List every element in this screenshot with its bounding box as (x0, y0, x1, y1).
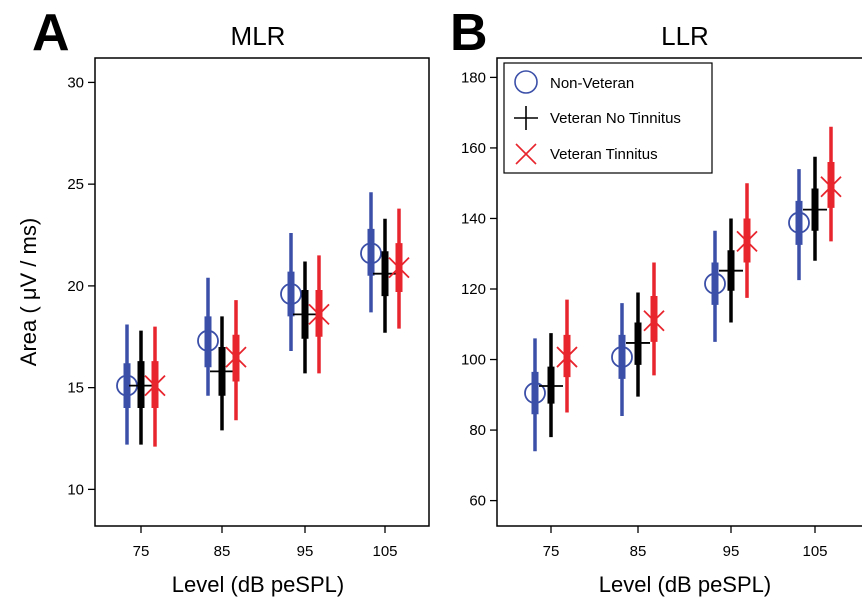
legend-box (503, 62, 713, 174)
non-veteran-point (704, 272, 726, 295)
veteran-no-tinnitus-point (803, 197, 827, 222)
y-tick-label: 60 (469, 493, 486, 510)
panel-letter-b: B (450, 4, 488, 62)
legend-label-veteran-tinnitus: Veteran Tinnitus (550, 146, 658, 163)
non-veteran-point (280, 283, 302, 305)
y-tick-label: 100 (461, 352, 486, 369)
x-b (144, 374, 166, 397)
non-veteran-point (788, 211, 810, 234)
panel-a-xlabel: Level (dB peSPL) (172, 572, 344, 597)
x-tick-label: 75 (543, 543, 560, 560)
y-tick-label: 20 (67, 278, 84, 295)
legend-circle-marker (514, 70, 538, 94)
x-tick-label: 75 (133, 543, 150, 560)
veteran-tinnitus-point (225, 346, 247, 368)
x-tick-label: 105 (802, 543, 827, 560)
x-b (556, 346, 578, 368)
y-tick-label: 30 (67, 74, 84, 91)
non-veteran-point (360, 242, 382, 265)
panel-b-frame (496, 57, 862, 527)
y-tick-label: 160 (461, 140, 486, 157)
panel-b-plot: 60 80 100 120 140 160 180 75 85 95 105 (461, 69, 842, 560)
x-b (388, 256, 410, 279)
y-axis-label: Area ( μV / ms) (16, 218, 41, 366)
veteran-no-tinnitus-point (626, 330, 650, 355)
veteran-tinnitus-point (388, 256, 410, 279)
y-tick-label: 25 (67, 176, 84, 193)
veteran-no-tinnitus-point (539, 373, 563, 398)
panel-a-title: MLR (231, 21, 286, 51)
y-tick-label: 10 (67, 481, 84, 498)
veteran-tinnitus-point (556, 346, 578, 368)
legend-label-veteran-no-tinnitus: Veteran No Tinnitus (550, 110, 681, 127)
x-b (736, 230, 758, 253)
non-veteran-point (197, 329, 219, 352)
y-tick-label: 80 (469, 422, 486, 439)
panel-a-plot: 10 15 20 25 30 75 85 95 105 (67, 74, 410, 560)
x-b (820, 176, 842, 198)
panel-b-xlabel: Level (dB peSPL) (599, 572, 771, 597)
x-tick-label: 85 (214, 543, 231, 560)
x-b (225, 346, 247, 368)
x-tick-label: 105 (372, 543, 397, 560)
x-tick-label: 85 (630, 543, 647, 560)
x-tick-label: 95 (723, 543, 740, 560)
legend-item-non-veteran: Non-Veteran (514, 70, 634, 94)
non-veteran-point (524, 382, 546, 404)
veteran-no-tinnitus-point (293, 302, 317, 327)
x-b (308, 303, 330, 326)
veteran-tinnitus-point (820, 176, 842, 198)
legend-item-veteran-tinnitus: Veteran Tinnitus (515, 143, 658, 165)
panel-letter-a: A (32, 4, 70, 62)
veteran-no-tinnitus-point (719, 258, 743, 283)
y-tick-label: 120 (461, 281, 486, 298)
legend: Non-Veteran Veteran No Tinnitus Veteran … (503, 62, 713, 174)
legend-label-non-veteran: Non-Veteran (550, 75, 634, 92)
veteran-no-tinnitus-point (210, 359, 234, 384)
x-tick-label: 95 (297, 543, 314, 560)
veteran-tinnitus-point (308, 303, 330, 326)
y-tick-label: 140 (461, 210, 486, 227)
panel-b-title: LLR (661, 21, 709, 51)
panel-a-frame (94, 57, 430, 527)
x-b (643, 310, 665, 332)
legend-x-marker (515, 143, 537, 165)
veteran-tinnitus-point (144, 374, 166, 397)
veteran-no-tinnitus-point (129, 373, 153, 398)
veteran-tinnitus-point (736, 230, 758, 253)
veteran-tinnitus-point (643, 310, 665, 332)
legend-plus-marker (514, 106, 538, 130)
non-veteran-point (611, 346, 633, 368)
legend-item-veteran-no-tinnitus: Veteran No Tinnitus (514, 106, 681, 130)
y-tick-label: 15 (67, 380, 84, 397)
y-tick-label: 180 (461, 69, 486, 86)
